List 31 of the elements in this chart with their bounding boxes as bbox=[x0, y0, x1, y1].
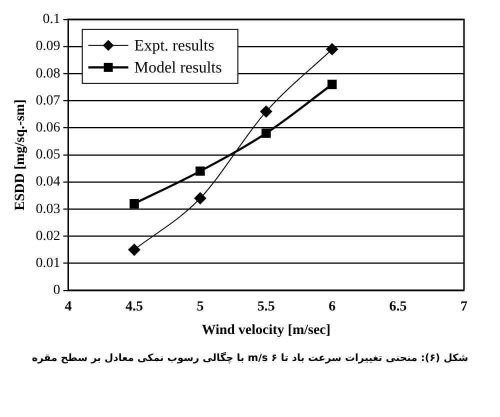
point bbox=[128, 244, 140, 256]
point bbox=[194, 192, 206, 204]
y-tick-label: 0.07 bbox=[36, 93, 60, 108]
y-tick-label: 0.08 bbox=[36, 66, 60, 82]
point bbox=[327, 80, 337, 90]
x-tick-label: 4 bbox=[64, 299, 72, 314]
x-tick-label: 6.5 bbox=[389, 299, 407, 314]
y-tick-label: 0.1 bbox=[42, 12, 60, 28]
y-tick-label: 0.03 bbox=[36, 202, 60, 217]
point bbox=[130, 199, 139, 208]
y-tick-label: 0 bbox=[53, 283, 60, 298]
x-axis-title: Wind velocity [m/sec] bbox=[202, 323, 331, 338]
legend-label: Model results bbox=[134, 60, 222, 77]
point bbox=[196, 166, 205, 176]
x-tick-label: 5 bbox=[196, 299, 204, 314]
x-tick-label: 6 bbox=[328, 299, 336, 314]
x-tick-label: 5.5 bbox=[257, 299, 275, 314]
point bbox=[260, 106, 272, 118]
text: شکل (۶): منحنی تغییرات سرعت باد تا m/s ۶ با چگالی رسوب نمکی معادل بر سطح مقره bbox=[30, 353, 470, 364]
point bbox=[326, 43, 338, 56]
x-tick-label: 4.5 bbox=[126, 299, 143, 314]
legend-label: Expt. results bbox=[134, 38, 214, 55]
x-tick-label: 7 bbox=[460, 299, 468, 314]
y-tick-label: 0.06 bbox=[36, 120, 60, 136]
y-axis-title: ESDD [mg/sq.-sm] bbox=[13, 99, 28, 211]
y-tick-label: 0.02 bbox=[36, 228, 60, 244]
y-tick-label: 0.05 bbox=[36, 148, 60, 163]
point bbox=[262, 128, 271, 138]
y-tick-label: 0.04 bbox=[36, 174, 60, 190]
y-tick-label: 0.09 bbox=[36, 39, 60, 54]
y-tick-label: 0.01 bbox=[36, 256, 60, 271]
